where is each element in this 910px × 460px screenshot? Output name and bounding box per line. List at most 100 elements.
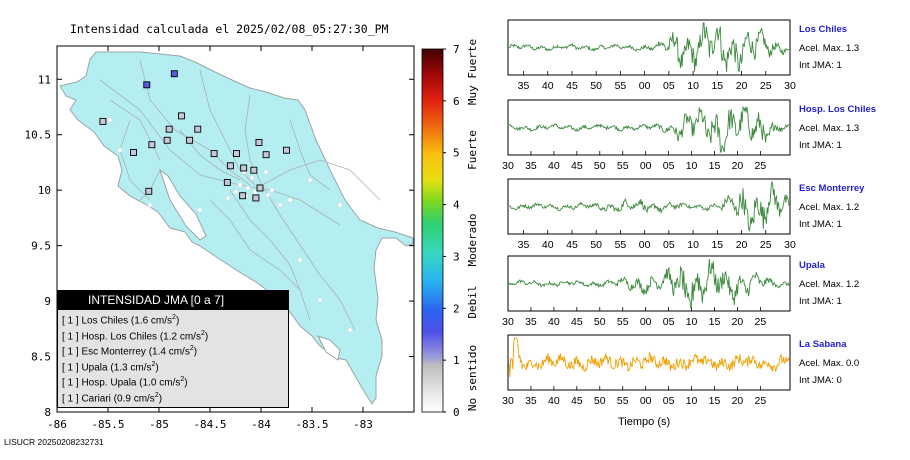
map-roads xyxy=(99,59,381,331)
seismogram-panel: 30 35 40 45 50 55 00 05 10 15 20 25 xyxy=(502,255,791,328)
seismogram-tick-label: 40 xyxy=(548,395,560,407)
seismogram-tick-label: 10 xyxy=(687,80,699,92)
seismogram-tick-label: 20 xyxy=(732,316,744,328)
legend-row-label: [ 1 ] Esc Monterrey (1.4 cm/s xyxy=(62,346,190,358)
legend-row-end: ) xyxy=(175,315,180,327)
seismogram-tick-label: 45 xyxy=(571,316,583,328)
legend-row-end: ) xyxy=(204,330,209,342)
seismogram-trace xyxy=(508,180,790,232)
legend-row-sup: 2 xyxy=(180,376,185,383)
station-acel-max: Acel. Max. 1.2 xyxy=(799,202,860,213)
seismogram-tick-label: 05 xyxy=(663,395,675,407)
station-marker xyxy=(170,70,178,78)
colorbar-tick-label: 1 xyxy=(453,354,460,367)
seismogram-tick-label: 45 xyxy=(571,160,583,172)
map-y-ticks: 11 10.5 10 9.5 9 8.5 8 xyxy=(25,73,414,419)
map-y-tick-label: 8.5 xyxy=(31,351,51,364)
station-marker xyxy=(252,194,260,202)
colorbar xyxy=(421,48,444,413)
seismogram-tick-label: 45 xyxy=(571,395,583,407)
seismogram-tick-label: 20 xyxy=(736,239,748,251)
station-marker xyxy=(240,164,248,172)
seismogram-tick-label: 50 xyxy=(594,316,606,328)
seismogram-panel: 30 35 40 45 50 55 00 05 10 15 20 25 xyxy=(502,334,791,407)
station-markers xyxy=(99,70,290,202)
seismogram-trace xyxy=(508,105,790,153)
station-marker xyxy=(99,117,107,125)
colorbar-category-label: Moderado xyxy=(466,214,479,267)
map-y-tick-label: 10.5 xyxy=(25,129,52,142)
colorbar-category-label: Fuerte xyxy=(466,130,479,170)
legend-row-label: [ 1 ] Los Chiles (1.6 cm/s xyxy=(62,315,173,327)
colorbar-tick-label: 4 xyxy=(453,199,460,212)
station-marker xyxy=(163,136,171,144)
seismogram-tick-label: 25 xyxy=(755,316,767,328)
legend-row: [ 1 ] Esc Monterrey (1.4 cm/s2) xyxy=(58,341,288,357)
station-marker xyxy=(283,146,290,154)
seismogram-tick-label: 15 xyxy=(711,80,723,92)
map-y-tick-label: 11 xyxy=(38,73,51,86)
seismogram-panel: 35 40 45 50 55 00 05 10 15 20 25 30 xyxy=(507,19,796,92)
station-marker xyxy=(186,136,194,144)
seismogram-frame xyxy=(507,255,791,312)
station-acel-max: Acel. Max. 0.0 xyxy=(799,358,860,369)
colorbar-tick-label: 7 xyxy=(453,43,460,56)
seismogram-tick-label: 30 xyxy=(784,80,796,92)
seismogram-tick-label: 25 xyxy=(760,239,772,251)
seismogram-tick-label: 10 xyxy=(686,160,698,172)
map-title: Intensidad calculada el 2025/02/08_05:27… xyxy=(70,22,389,36)
colorbar-category-label: Muy Fuerte xyxy=(466,39,479,105)
seismogram-tick-label: 00 xyxy=(639,80,651,92)
legend-row-sup: 2 xyxy=(151,360,156,368)
legend-row: [ 1 ] Upala (1.3 cm/s2) xyxy=(58,357,288,373)
station-marker xyxy=(223,178,231,186)
seismogram-tick-label: 25 xyxy=(760,80,772,92)
seismogram-tick-label: 40 xyxy=(548,160,560,172)
legend-row-sup: 2 xyxy=(200,329,205,337)
colorbar-tick-label: 6 xyxy=(453,95,460,108)
map-x-tick-label: -84 xyxy=(251,418,271,431)
station-acel-max: Acel. Max. 1.2 xyxy=(799,279,860,290)
seismogram-tick-label: 40 xyxy=(542,239,554,251)
legend-rows: [ 1 ] Los Chiles (1.6 cm/s2)[ 1 ] Hosp. … xyxy=(58,310,288,404)
legend-row-label: [ 1 ] Hosp. Los Chiles (1.2 cm/s xyxy=(62,330,201,342)
legend-title: INTENSIDAD JMA [0 a 7] xyxy=(58,291,288,310)
seismogram-tick-label: 10 xyxy=(687,239,699,251)
seismogram-panel: 35 40 45 50 55 00 05 10 15 20 25 30 xyxy=(507,178,796,251)
seismogram-tick-label: 35 xyxy=(518,80,530,92)
colorbar-tick-label: 5 xyxy=(453,147,460,160)
station-marker xyxy=(130,149,137,156)
legend-row-end: ) xyxy=(184,377,188,389)
map-x-tick-label: -85.5 xyxy=(91,418,124,431)
legend-row-label: [ 1 ] Hosp. Upala (1.0 cm/s xyxy=(62,377,181,389)
legend-row: [ 1 ] Cariari (0.9 cm/s2) xyxy=(58,388,288,404)
seismogram-tick-label: 30 xyxy=(502,316,514,328)
legend-row: [ 1 ] Hosp. Los Chiles (1.2 cm/s2) xyxy=(58,326,288,342)
station-name-label: Los Chiles xyxy=(799,24,848,35)
seismogram-tick-label: 05 xyxy=(663,160,675,172)
seismogram-tick-label: 20 xyxy=(732,160,744,172)
seismogram-panel: 30 35 40 45 50 55 00 05 10 15 20 25 xyxy=(502,99,791,172)
seismogram-tick-label: 30 xyxy=(784,239,796,251)
station-int-jma: Int JMA: 1 xyxy=(799,296,842,307)
seismogram-tick-label: 35 xyxy=(525,160,537,172)
legend-row: [ 1 ] Los Chiles (1.6 cm/s2) xyxy=(58,310,288,326)
seismogram-tick-label: 05 xyxy=(663,80,675,92)
station-marker xyxy=(210,150,218,158)
station-marker xyxy=(148,141,156,149)
seismogram-tick-label: 35 xyxy=(525,316,537,328)
map-x-tick-label: -83.5 xyxy=(295,418,328,431)
seismogram-panels: 35 40 45 50 55 00 05 10 15 20 25 30 30 35 40 45 50 55 00 05… xyxy=(502,19,796,407)
seismogram-trace xyxy=(508,337,790,378)
seismogram-tick-label: 15 xyxy=(709,395,721,407)
gulf-nicoya xyxy=(159,168,207,241)
seismogram-tick-label: 00 xyxy=(640,160,652,172)
map-y-tick-label: 8 xyxy=(44,406,51,419)
seismogram-tick-label: 50 xyxy=(594,395,606,407)
station-marker xyxy=(194,125,202,133)
seismogram-tick-label: 00 xyxy=(640,316,652,328)
seismogram-tick-label: 15 xyxy=(709,316,721,328)
map-x-tick-label: -85 xyxy=(149,418,169,431)
seismogram-tick-label: 45 xyxy=(566,80,578,92)
